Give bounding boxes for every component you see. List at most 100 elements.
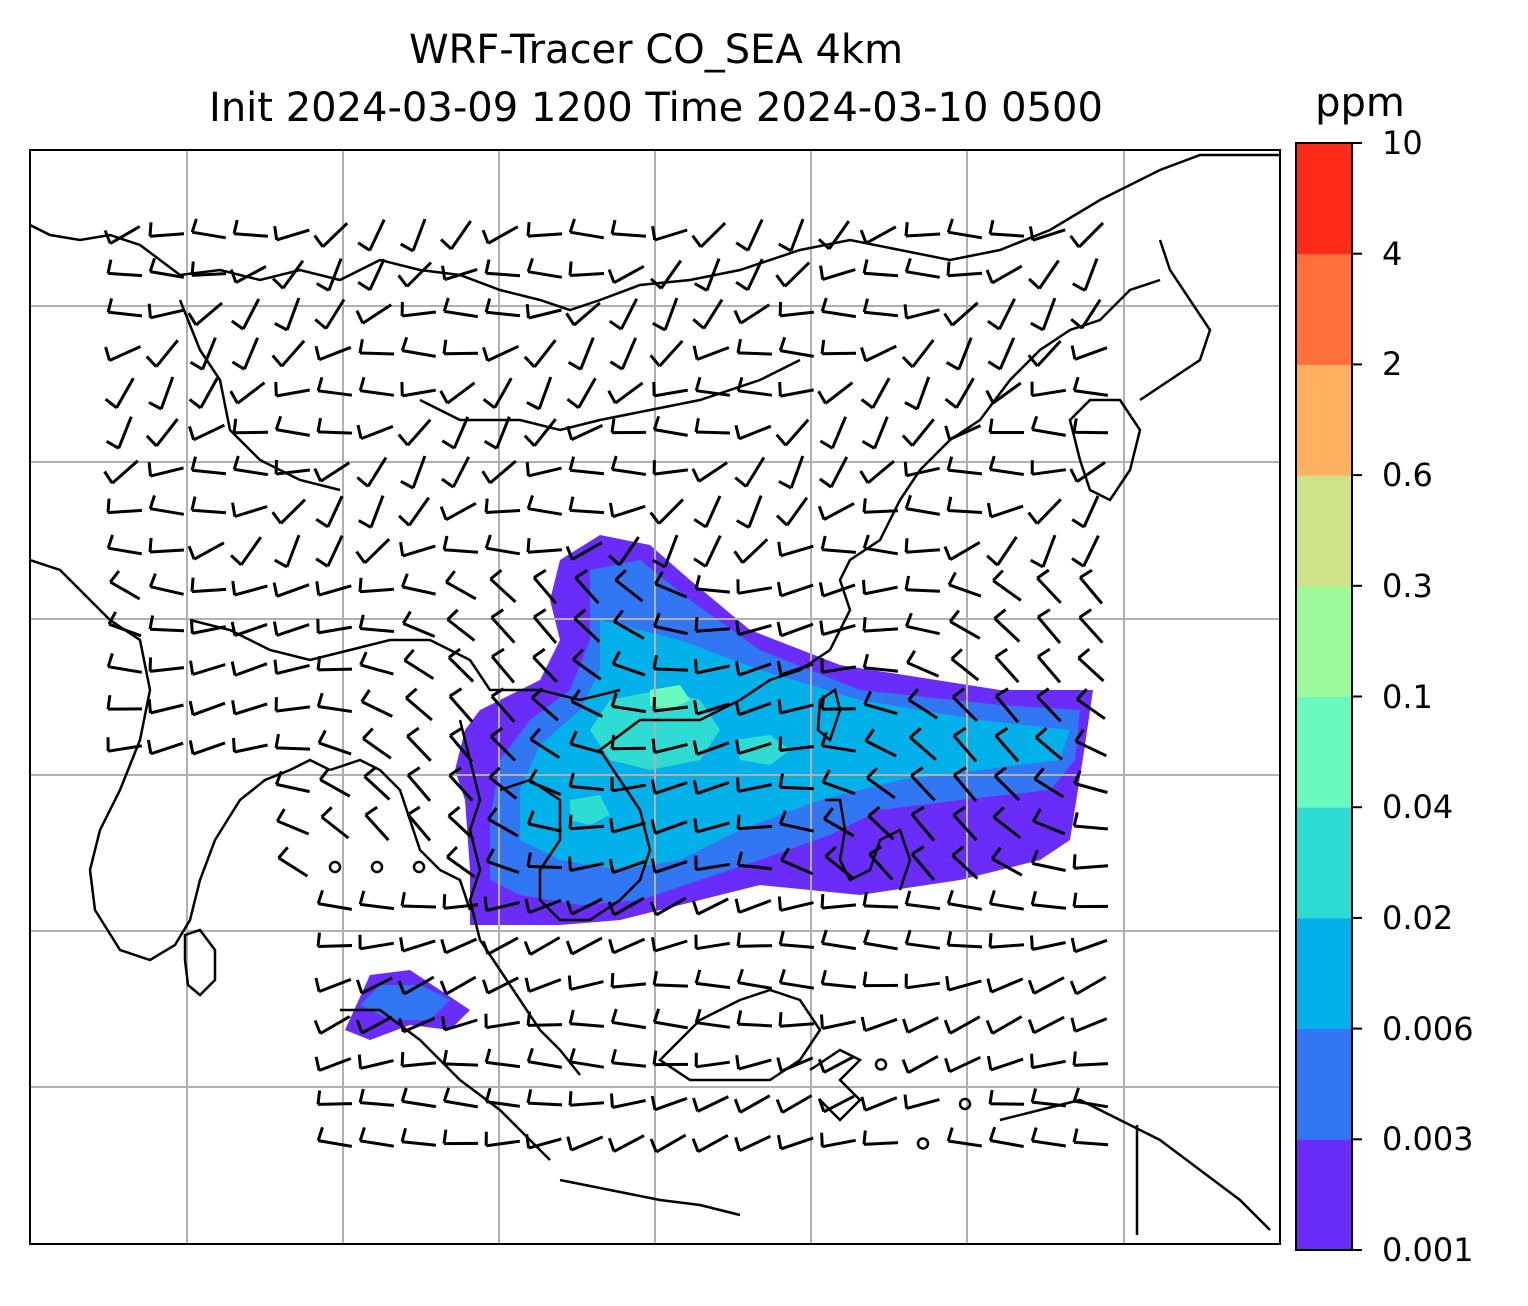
wind-barb	[1073, 770, 1108, 794]
wind-barb	[990, 846, 1023, 877]
wind-barb	[483, 896, 520, 912]
wind-barb	[654, 571, 688, 599]
wind-barb	[148, 573, 184, 596]
wind-barb	[565, 301, 601, 327]
wind-barb	[1078, 608, 1104, 644]
wind-barb	[190, 496, 227, 515]
wind-barb	[1072, 1087, 1109, 1109]
wind-barb	[187, 541, 225, 561]
wind-barb	[314, 345, 352, 362]
wind-barb	[993, 766, 1021, 801]
wind-barb	[400, 1127, 437, 1147]
wind-barb	[523, 936, 561, 956]
wind-barb	[406, 805, 432, 842]
wind-barb	[358, 376, 395, 397]
colorbar-segment	[1296, 696, 1352, 808]
wind-barb	[734, 898, 772, 914]
colorbar-tick-label: 4	[1382, 234, 1403, 273]
wind-barb	[735, 495, 763, 529]
wind-barb	[947, 571, 982, 598]
wind-barb	[691, 1133, 729, 1154]
wind-barb	[568, 1091, 605, 1107]
wind-barb	[649, 339, 684, 368]
wind-barb	[735, 620, 772, 637]
wind-barb	[274, 459, 311, 476]
colorbar-tick-label: 2	[1382, 345, 1403, 384]
wind-barb	[780, 847, 814, 876]
wind-barb	[1030, 890, 1067, 910]
wind-barb	[651, 534, 679, 569]
wind-barb	[860, 344, 897, 363]
wind-barb	[1078, 568, 1104, 605]
border-himalaya	[189, 618, 471, 662]
wind-barb	[189, 660, 226, 676]
wind-barb	[570, 689, 603, 718]
wind-barb	[692, 298, 724, 330]
wind-barb	[356, 456, 388, 488]
wind-barb	[315, 534, 344, 568]
wind-barb	[901, 1054, 939, 1075]
wind-barb	[273, 225, 310, 242]
wind-barb	[484, 298, 521, 318]
wind-barb	[694, 417, 731, 435]
wind-barb	[315, 495, 344, 529]
wind-barb	[484, 1013, 521, 1030]
wind-barb	[526, 538, 563, 554]
wind-barb	[448, 766, 474, 802]
wind-barb	[232, 455, 269, 477]
wind-barb	[693, 258, 721, 292]
wind-barb	[565, 541, 603, 561]
wind-barb	[447, 805, 475, 841]
wind-barb	[610, 1008, 647, 1030]
wind-barb	[148, 657, 185, 673]
wind-barb	[274, 733, 311, 751]
wind-barb	[694, 1052, 731, 1069]
wind-barb	[607, 1134, 645, 1153]
wind-barb	[190, 456, 227, 476]
wind-barb	[148, 376, 175, 411]
wind-barb	[736, 932, 773, 948]
wind-barb	[821, 769, 856, 796]
wind-barb	[147, 303, 184, 320]
wind-barb	[943, 1015, 981, 1035]
wind-barb	[400, 891, 437, 909]
wind-barb	[274, 381, 310, 398]
wind-barb	[232, 219, 269, 238]
wind-barb	[867, 805, 895, 841]
wind-barb	[1030, 460, 1067, 476]
wind-barb	[274, 415, 310, 437]
wind-barb	[862, 298, 899, 318]
wind-barb	[400, 455, 427, 490]
coastline-sulawesi	[809, 1048, 863, 1122]
wind-barb	[1072, 854, 1109, 870]
wind-barb	[400, 1052, 437, 1068]
wind-barb	[649, 259, 683, 290]
wind-barb	[106, 259, 143, 278]
wind-barb	[1030, 849, 1066, 872]
wind-barb	[952, 805, 978, 842]
wind-barb	[860, 1096, 898, 1112]
wind-barb	[609, 337, 638, 371]
wind-barb	[776, 1056, 814, 1073]
map-subtitle: Init 2024-03-09 1200 Time 2024-03-10 050…	[209, 85, 1103, 131]
calm-wind-marker	[328, 860, 342, 874]
wind-barb	[988, 455, 1025, 476]
wind-barb	[819, 620, 856, 637]
wind-barb	[315, 258, 343, 292]
wind-barb	[566, 377, 597, 409]
wind-barb	[610, 776, 647, 793]
wind-barb	[904, 973, 941, 990]
wind-barb	[1071, 535, 1100, 568]
wind-barb	[526, 1089, 563, 1107]
wind-barb	[736, 338, 773, 356]
wind-barb	[945, 337, 973, 371]
wind-barb	[693, 534, 722, 568]
wind-barb	[439, 220, 472, 251]
colorbar-tick-label: 0.04	[1382, 788, 1454, 827]
wind-barb	[1030, 1088, 1067, 1108]
wind-barb	[148, 222, 185, 238]
wind-barb	[733, 1094, 771, 1114]
wind-barb	[188, 740, 226, 756]
wind-barb	[862, 498, 899, 514]
wind-barb	[487, 807, 519, 838]
